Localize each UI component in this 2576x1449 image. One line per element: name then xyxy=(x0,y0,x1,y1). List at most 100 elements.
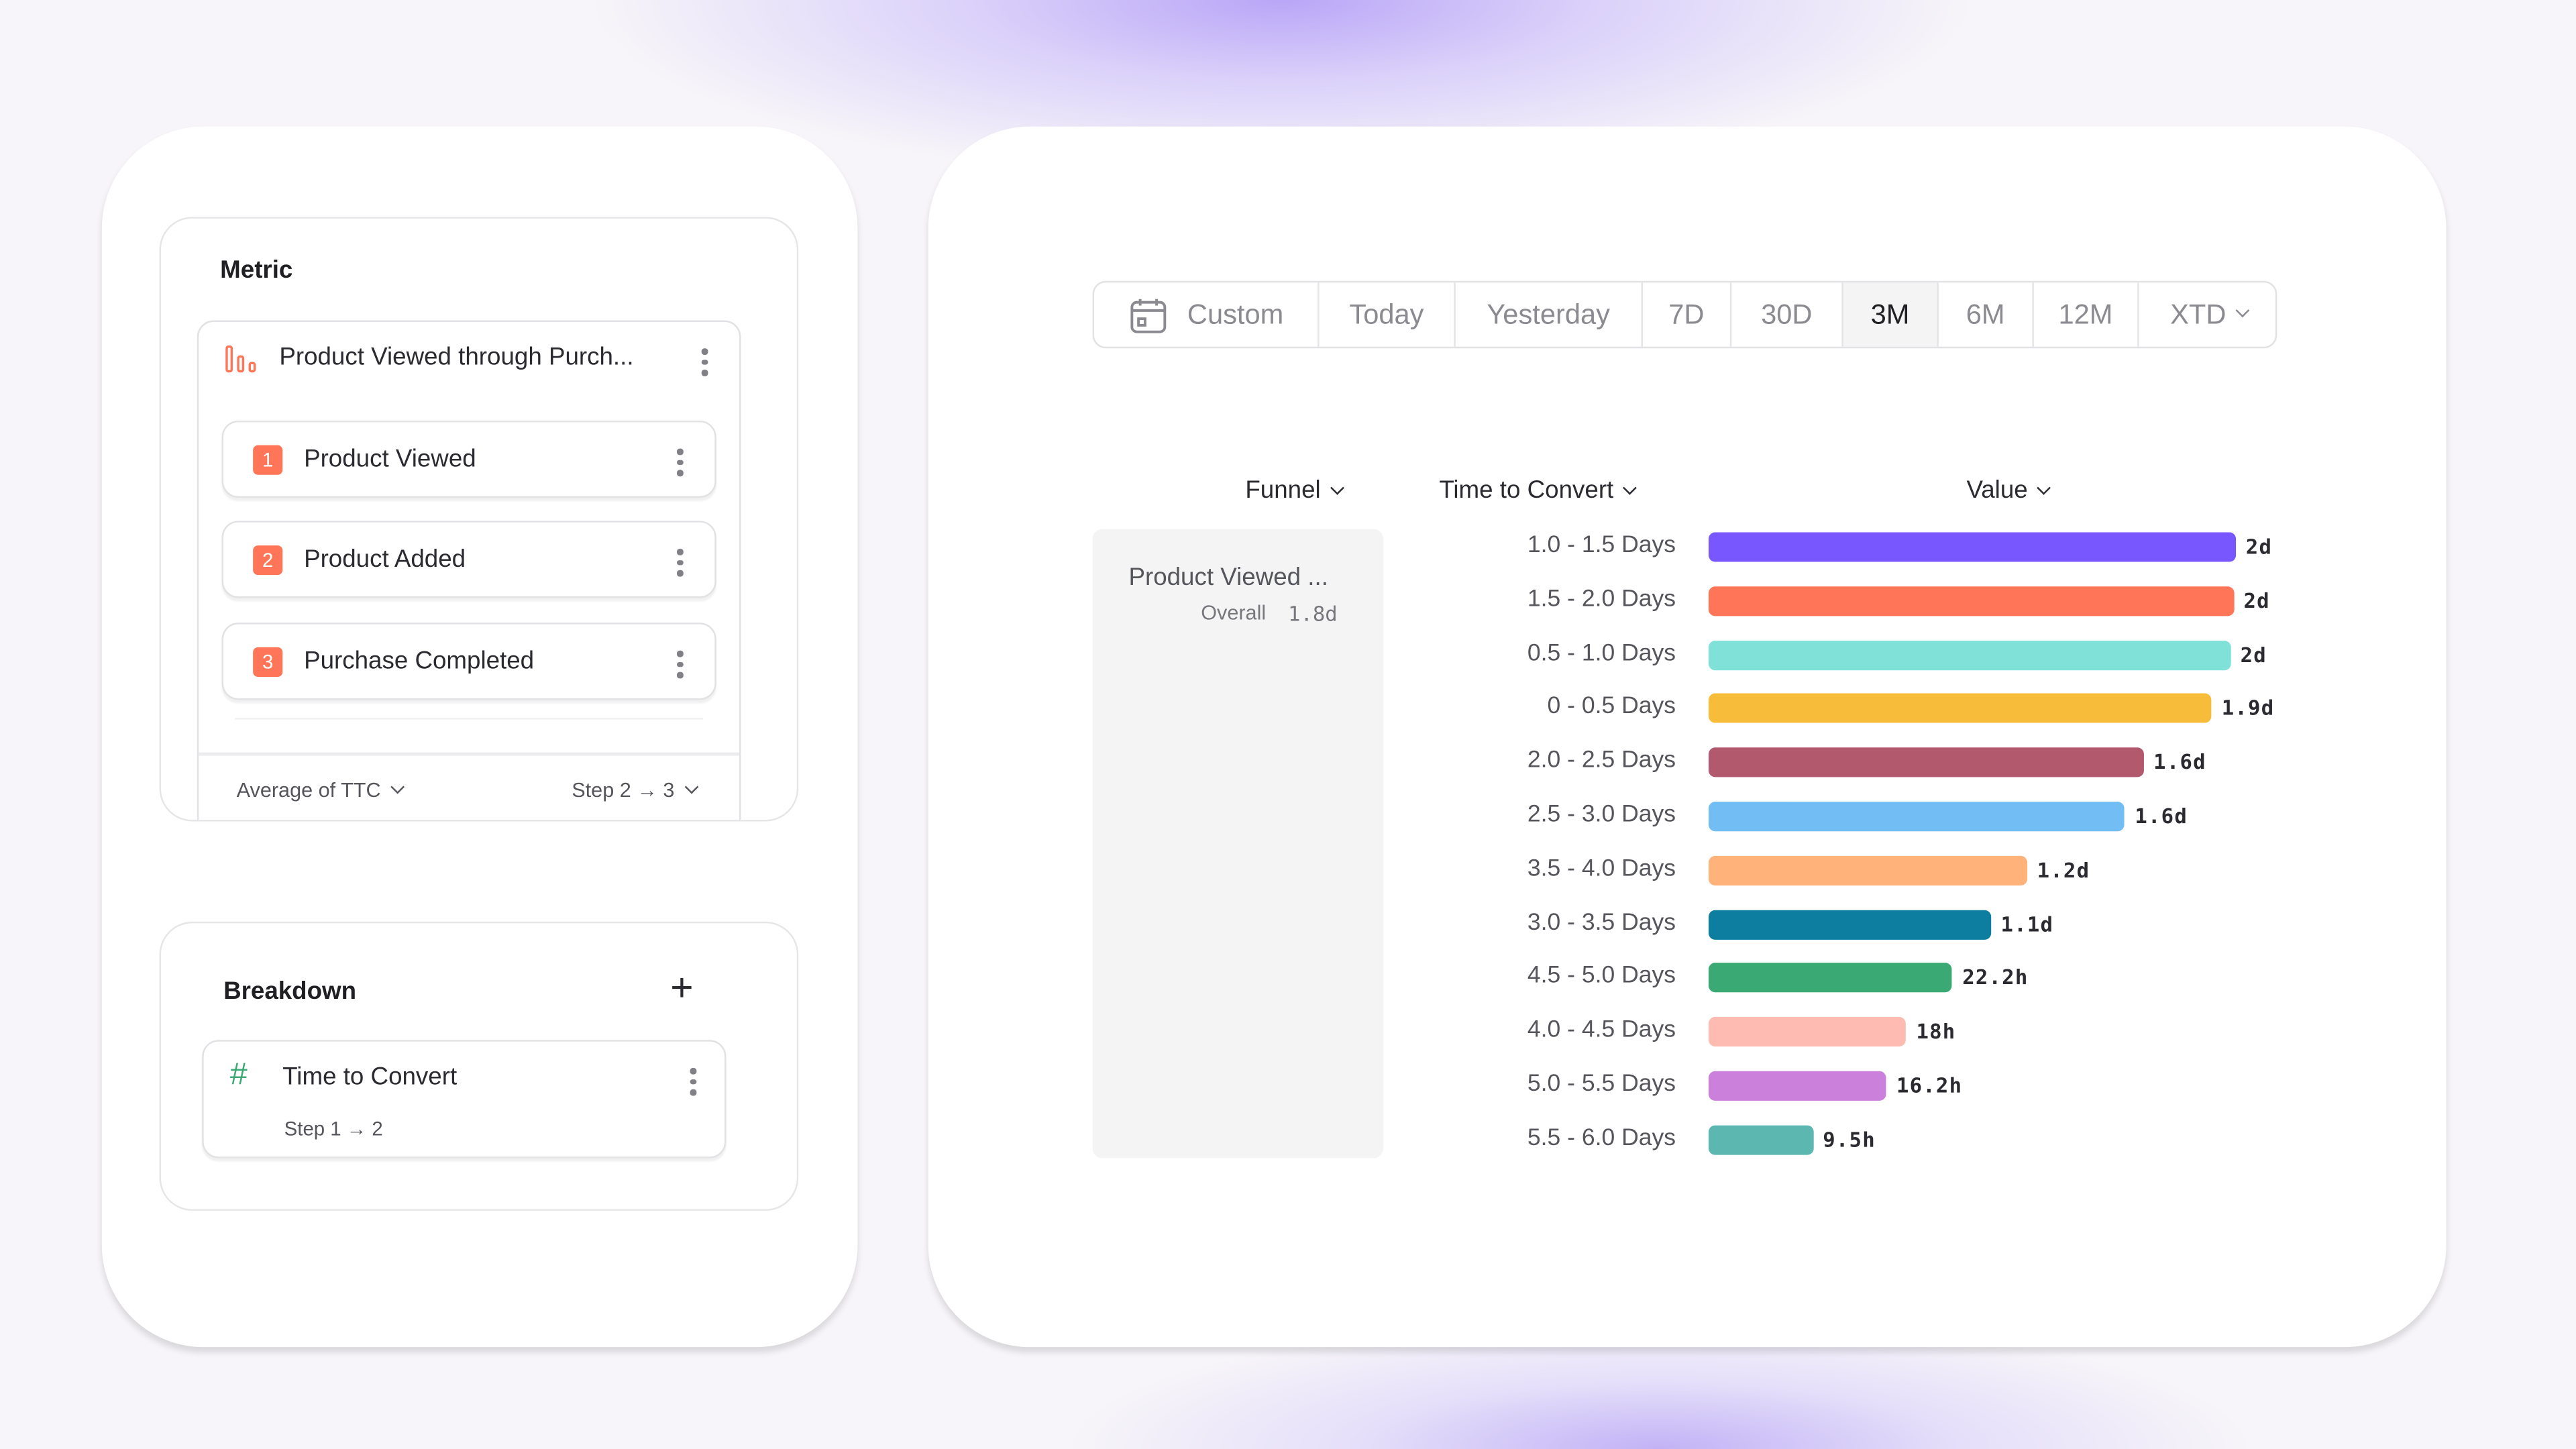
breakdown-item[interactable]: # Time to Convert Step 1 → 2 xyxy=(202,1040,727,1159)
date-option-label: 7D xyxy=(1668,298,1705,330)
step-more-icon[interactable] xyxy=(676,650,684,678)
value-label: 18h xyxy=(1916,1018,1956,1044)
category-label: 2.5 - 3.0 Days xyxy=(1527,802,1676,828)
category-label: 1.0 - 1.5 Days xyxy=(1527,532,1676,559)
value-label: 9.5h xyxy=(1823,1126,1876,1152)
date-option-label: XTD xyxy=(2170,298,2226,330)
chevron-down-icon xyxy=(1330,480,1344,495)
step-range-dropdown[interactable]: Step 2 → 3 xyxy=(572,778,698,802)
date-option-12m[interactable]: 12M xyxy=(2032,282,2137,347)
category-label: 0.5 - 1.0 Days xyxy=(1527,640,1676,667)
step-label: Purchase Completed xyxy=(304,647,535,676)
breakdown-more-icon[interactable] xyxy=(690,1067,697,1095)
step-number-badge: 2 xyxy=(253,545,283,576)
value-label: 1.9d xyxy=(2221,695,2275,720)
chevron-down-icon xyxy=(684,780,698,794)
chevron-down-icon xyxy=(1623,480,1638,495)
value-label: 2d xyxy=(2245,533,2273,559)
divider xyxy=(199,752,740,755)
category-label: 4.0 - 4.5 Days xyxy=(1527,1017,1676,1044)
step-label: Product Added xyxy=(304,545,466,574)
value-label: 1.6d xyxy=(2135,803,2188,828)
date-option-label: Custom xyxy=(1187,298,1284,330)
overall-value: 1.8d xyxy=(1288,601,1338,627)
hash-icon: # xyxy=(229,1058,248,1093)
funnel-column-header[interactable]: Funnel xyxy=(1245,476,1344,504)
step-number-badge: 3 xyxy=(253,647,283,677)
category-label: 3.0 - 3.5 Days xyxy=(1527,909,1676,936)
funnel-cell: Product Viewed ... Overall 1.8d xyxy=(1092,529,1384,1159)
value-column-header[interactable]: Value xyxy=(1966,476,2051,504)
date-option-label: Yesterday xyxy=(1487,298,1610,330)
category-label: 3.5 - 4.0 Days xyxy=(1527,855,1676,882)
bar[interactable] xyxy=(1708,747,2144,777)
date-range-selector: Custom Today Yesterday 7D 30D 3M 6M 12M XTD xyxy=(1092,280,2277,349)
bar[interactable] xyxy=(1708,963,1953,994)
category-label: 5.5 - 6.0 Days xyxy=(1527,1125,1676,1152)
date-option-label: 3M xyxy=(1870,298,1910,330)
step-card[interactable]: 1 Product Viewed xyxy=(221,420,716,498)
date-option-label: 12M xyxy=(2058,298,2113,330)
add-breakdown-button[interactable]: + xyxy=(670,966,694,1011)
metric-title: Metric xyxy=(220,256,293,284)
step-more-icon[interactable] xyxy=(676,548,684,576)
date-option-3m[interactable]: 3M xyxy=(1841,282,1937,347)
value-label: 16.2h xyxy=(1896,1073,1963,1097)
breakdown-title: Breakdown xyxy=(223,977,357,1006)
metric-card: Metric Product Viewed through Purch... 1… xyxy=(159,217,799,822)
header-label: Time to Convert xyxy=(1439,476,1614,504)
bar[interactable] xyxy=(1708,1017,1907,1047)
aggregation-label: Average of TTC xyxy=(236,778,381,802)
value-label: 1.2d xyxy=(2037,857,2090,882)
ttc-column-header[interactable]: Time to Convert xyxy=(1439,476,1638,504)
date-option-7d[interactable]: 7D xyxy=(1641,282,1730,347)
value-label: 2d xyxy=(2243,588,2270,612)
funnel-more-icon[interactable] xyxy=(701,348,708,376)
breakdown-item-step: Step 1 → 2 xyxy=(284,1117,383,1140)
bar[interactable] xyxy=(1708,802,2125,832)
step-number-badge: 1 xyxy=(253,445,283,475)
step-range-label: Step 2 → 3 xyxy=(572,778,675,802)
bar[interactable] xyxy=(1708,694,2212,724)
bar[interactable] xyxy=(1708,855,2027,885)
bar[interactable] xyxy=(1708,586,2234,616)
bar[interactable] xyxy=(1708,1071,1887,1101)
bar[interactable] xyxy=(1708,1125,1813,1155)
category-label: 0 - 0.5 Days xyxy=(1547,694,1676,720)
bar[interactable] xyxy=(1708,532,2237,562)
funnel-cell-name: Product Viewed ... xyxy=(1128,564,1328,592)
category-label: 2.0 - 2.5 Days xyxy=(1527,747,1676,774)
value-label: 2d xyxy=(2240,641,2267,667)
step-card[interactable]: 3 Purchase Completed xyxy=(221,623,716,700)
date-option-custom[interactable]: Custom xyxy=(1094,282,1318,347)
date-option-yesterday[interactable]: Yesterday xyxy=(1454,282,1641,347)
chevron-down-icon xyxy=(2037,480,2051,495)
funnel-chart-icon xyxy=(225,345,256,373)
breakdown-card: Breakdown + # Time to Convert Step 1 → 2 xyxy=(159,921,799,1211)
date-option-30d[interactable]: 30D xyxy=(1729,282,1842,347)
step-more-icon[interactable] xyxy=(676,448,684,476)
value-label: 22.2h xyxy=(1962,965,2029,990)
date-option-xtd[interactable]: XTD xyxy=(2137,282,2275,347)
category-label: 5.0 - 5.5 Days xyxy=(1527,1071,1676,1097)
date-option-label: 6M xyxy=(1966,298,2005,330)
date-option-label: Today xyxy=(1349,298,1424,330)
value-label: 1.6d xyxy=(2153,749,2206,774)
category-label: 4.5 - 5.0 Days xyxy=(1527,963,1676,990)
bar[interactable] xyxy=(1708,640,2231,670)
date-option-today[interactable]: Today xyxy=(1318,282,1454,347)
overall-label: Overall xyxy=(1201,601,1267,625)
step-label: Product Viewed xyxy=(304,445,476,474)
divider xyxy=(235,718,704,720)
step-card[interactable]: 2 Product Added xyxy=(221,521,716,598)
chevron-down-icon xyxy=(390,780,405,794)
breakdown-item-label: Time to Convert xyxy=(282,1063,458,1091)
aggregation-dropdown[interactable]: Average of TTC xyxy=(236,778,405,802)
date-option-label: 30D xyxy=(1761,298,1813,330)
header-label: Funnel xyxy=(1245,476,1321,504)
category-label: 1.5 - 2.0 Days xyxy=(1527,586,1676,612)
funnel-name[interactable]: Product Viewed through Purch... xyxy=(279,343,634,372)
date-option-6m[interactable]: 6M xyxy=(1937,282,2032,347)
bar[interactable] xyxy=(1708,909,1991,939)
